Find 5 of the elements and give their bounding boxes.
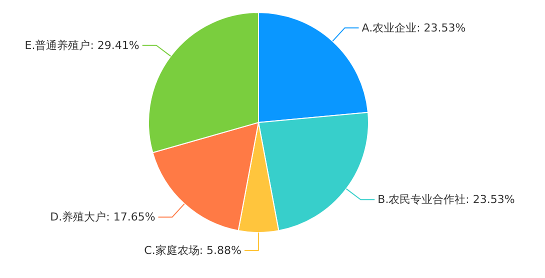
slice-label: B.农民专业合作社: 23.53% — [378, 193, 515, 206]
slice-label: C.家庭农场: 5.88% — [144, 244, 242, 257]
slice-label: A.农业企业: 23.53% — [362, 21, 466, 34]
slice-label: E.普通养殖户: 29.41% — [24, 38, 140, 52]
slice-label: D.养殖大户: 17.65% — [50, 210, 156, 224]
